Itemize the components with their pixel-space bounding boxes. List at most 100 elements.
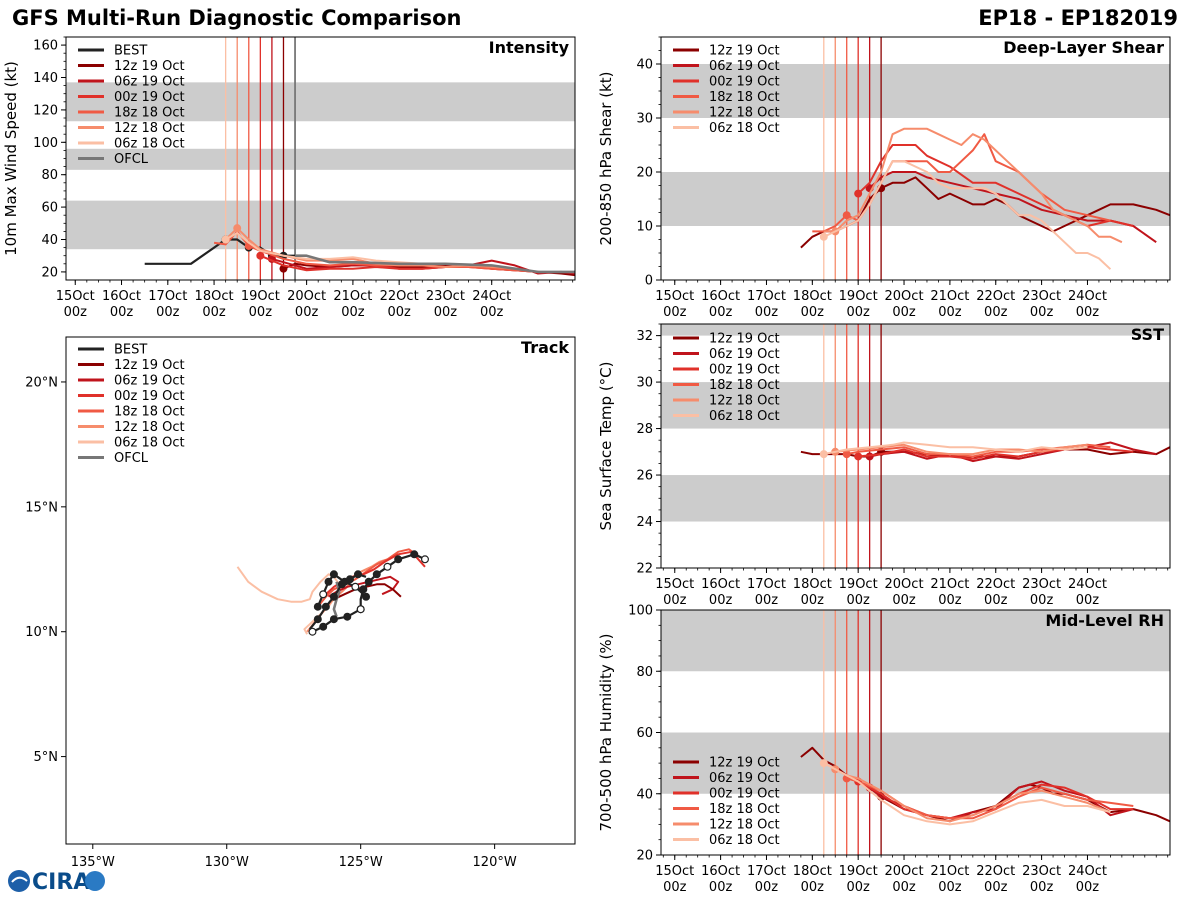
figure-title: GFS Multi-Run Diagnostic Comparison — [12, 6, 462, 30]
x-tick-label: 19Oct — [839, 864, 878, 879]
x-tick-label: 18Oct — [793, 577, 832, 592]
y-tick-label: 30 — [636, 112, 653, 127]
x-tick-label: 00z — [249, 305, 273, 320]
plot-area — [66, 337, 575, 844]
x-tick-label: 00z — [755, 593, 779, 608]
legend-label: 06z 19 Oct — [114, 374, 185, 389]
shaded-band — [661, 732, 1170, 794]
series-group — [800, 441, 1170, 463]
y-tick-label: 20 — [636, 849, 653, 864]
y-tick-label: 40 — [636, 787, 653, 802]
legend-label: 12z 18 Oct — [709, 818, 780, 833]
x-tick-label: 00z — [801, 880, 825, 895]
x-tick-label: 15Oct — [655, 289, 694, 304]
x-tick-label: 18Oct — [793, 864, 832, 879]
x-tick-label: 00z — [663, 880, 687, 895]
shaded-band — [661, 610, 1170, 672]
x-tick-label: 00z — [480, 305, 504, 320]
data-point-best — [319, 590, 328, 599]
cira-logo: CIRA — [8, 870, 105, 895]
y-tick-label: 60 — [41, 201, 58, 216]
data-point-best — [321, 602, 330, 611]
legend-label: 12z 18 Oct — [709, 394, 780, 409]
panel-title: Deep-Layer Shear — [1003, 38, 1164, 57]
data-point-best — [420, 555, 429, 564]
series-group — [144, 224, 575, 277]
x-tick-label: 130°W — [205, 855, 249, 870]
data-point-best — [340, 577, 349, 586]
x-tick-label: 18Oct — [793, 289, 832, 304]
x-tick-label: 135°W — [71, 855, 115, 870]
data-point-best — [359, 585, 368, 594]
x-tick-label: 22Oct — [380, 289, 419, 304]
y-tick-label: 160 — [33, 39, 58, 54]
x-tick-label: 16Oct — [701, 289, 740, 304]
data-point-best — [324, 577, 333, 586]
legend-label: 18z 18 Oct — [709, 378, 780, 393]
data-point-best — [362, 592, 371, 601]
shaded-band — [661, 172, 1170, 226]
panel-intensity: 2040608010012014016015Oct00z16Oct00z17Oc… — [2, 36, 576, 320]
y-tick-label: 10°N — [25, 625, 58, 640]
x-tick-label: 16Oct — [701, 577, 740, 592]
y-tick-label: 24 — [636, 515, 653, 530]
shaded-band — [66, 82, 575, 122]
y-tick-label: 20 — [636, 166, 653, 181]
data-point-best — [383, 562, 392, 571]
legend-label: 18z 18 Oct — [114, 405, 185, 420]
legend-label: OFCL — [114, 451, 149, 466]
x-tick-label: 17Oct — [747, 864, 786, 879]
data-point-best — [372, 570, 381, 579]
x-tick-label: 00z — [64, 305, 88, 320]
legend-label: 06z 18 Oct — [709, 833, 780, 848]
x-tick-label: 20Oct — [885, 864, 924, 879]
legend-label: OFCL — [114, 152, 149, 167]
data-point-18z-18-oct — [842, 211, 851, 220]
data-point-12z-18-oct — [233, 224, 242, 233]
data-point-best — [308, 627, 317, 636]
legend-label: 12z 19 Oct — [709, 756, 780, 771]
data-point-06z-18-oct — [819, 759, 828, 768]
x-tick-label: 17Oct — [148, 289, 187, 304]
y-tick-label: 140 — [33, 71, 58, 86]
shaded-band — [661, 475, 1170, 522]
y-tick-label: 100 — [628, 604, 653, 619]
x-tick-label: 00z — [801, 305, 825, 320]
x-tick-label: 125°W — [339, 855, 383, 870]
series-line-18z-18-oct — [317, 548, 421, 608]
data-point-best — [329, 615, 338, 624]
x-tick-label: 20Oct — [885, 577, 924, 592]
x-tick-label: 24Oct — [472, 289, 511, 304]
series-line-06z-18-oct — [823, 160, 1112, 270]
legend-label: 12z 19 Oct — [709, 332, 780, 347]
y-tick-label: 40 — [41, 233, 58, 248]
x-tick-label: 00z — [156, 305, 180, 320]
series-line-12z-18-oct — [834, 768, 1111, 823]
y-tick-label: 20 — [41, 265, 58, 280]
panel-title: SST — [1131, 325, 1164, 344]
series-line-06z-19-oct — [868, 171, 1157, 244]
x-tick-label: 00z — [846, 305, 870, 320]
x-tick-label: 23Oct — [1022, 577, 1061, 592]
panel-title: Intensity — [489, 38, 570, 57]
shaded-band — [661, 382, 1170, 429]
shaded-band — [66, 148, 575, 170]
x-tick-label: 00z — [434, 305, 458, 320]
y-tick-label: 22 — [636, 562, 653, 577]
x-tick-label: 20Oct — [287, 289, 326, 304]
series-line-ofcl — [295, 254, 575, 274]
series-group — [236, 548, 429, 636]
data-point-best — [313, 602, 322, 611]
shaded-band — [66, 200, 575, 250]
y-tick-label: 15°N — [25, 500, 58, 515]
x-tick-label: 21Oct — [930, 577, 969, 592]
series-group — [800, 746, 1170, 826]
x-tick-label: 00z — [110, 305, 134, 320]
y-axis-label: 700-500 hPa Humidity (%) — [597, 633, 615, 831]
x-tick-label: 00z — [938, 880, 962, 895]
y-tick-label: 32 — [636, 329, 653, 344]
x-tick-label: 00z — [892, 880, 916, 895]
